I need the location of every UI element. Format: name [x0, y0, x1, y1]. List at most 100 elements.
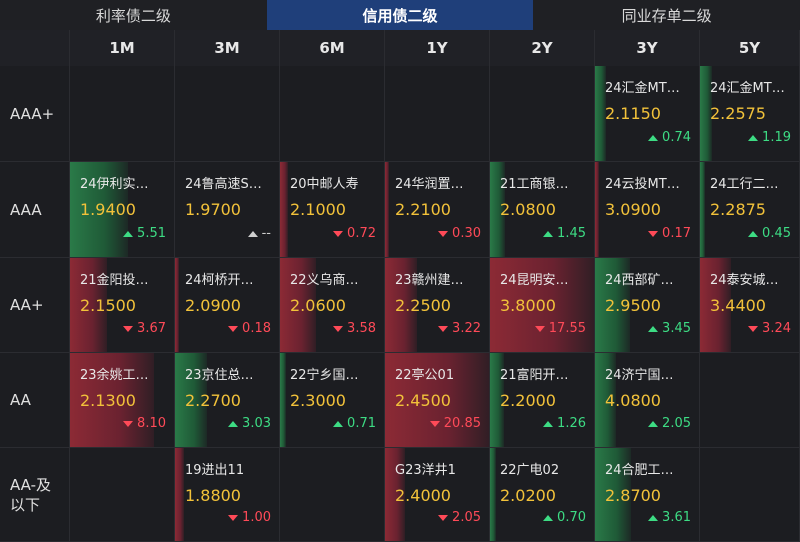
triangle-down-icon — [748, 325, 759, 332]
bond-yield: 3.8000 — [500, 296, 556, 315]
bond-yield: 2.9500 — [605, 296, 661, 315]
bond-cell[interactable]: 24汇金MT… 2.1150 0.74 — [595, 66, 700, 162]
empty-cell — [700, 353, 800, 448]
yield-change: 0.72 — [333, 226, 376, 241]
change-value: -- — [261, 226, 271, 241]
empty-cell — [175, 66, 280, 162]
bond-cell[interactable]: 24昆明安… 3.8000 17.55 — [490, 258, 595, 353]
column-header-3y: 3Y — [595, 30, 700, 66]
bond-name: 24合肥工… — [605, 463, 674, 478]
yield-change: 1.00 — [228, 510, 271, 525]
column-header-1m: 1M — [70, 30, 175, 66]
bond-yield: 2.4000 — [395, 486, 451, 505]
triangle-down-icon — [228, 514, 239, 521]
bond-cell[interactable]: 23赣州建… 2.2500 3.22 — [385, 258, 490, 353]
bond-cell[interactable]: 21工商银… 2.0800 1.45 — [490, 162, 595, 258]
empty-cell — [280, 66, 385, 162]
row-label: AA-及以下 — [0, 448, 70, 542]
change-value: 3.67 — [137, 321, 166, 336]
bond-cell[interactable]: 24济宁国… 4.0800 2.05 — [595, 353, 700, 448]
bond-yield: 2.4500 — [395, 391, 451, 410]
yield-change: 3.45 — [648, 321, 691, 336]
tab-rate-bond[interactable]: 利率债二级 — [95, 6, 171, 25]
bond-cell[interactable]: 21金阳投… 2.1500 3.67 — [70, 258, 175, 353]
bond-cell[interactable]: 23京住总… 2.2700 3.03 — [175, 353, 280, 448]
bond-name: 21富阳开… — [500, 368, 569, 383]
change-value: 0.72 — [347, 226, 376, 241]
change-value: 1.00 — [242, 510, 271, 525]
yield-change: 1.19 — [748, 130, 791, 145]
column-header-1y: 1Y — [385, 30, 490, 66]
bond-cell[interactable]: 19进出11 1.8800 1.00 — [175, 448, 280, 542]
change-heat-bar — [70, 353, 154, 447]
bond-cell[interactable]: 24合肥工… 2.8700 3.61 — [595, 448, 700, 542]
tab-credit-bond[interactable]: 信用债二级 — [266, 0, 534, 30]
bond-cell[interactable]: 24鲁高速S… 1.9700 -- — [175, 162, 280, 258]
change-heat-bar — [70, 162, 128, 257]
bond-yield: 1.8800 — [185, 486, 241, 505]
bond-yield: 2.8700 — [605, 486, 661, 505]
triangle-up-icon — [543, 514, 554, 521]
bond-yield: 2.2000 — [500, 391, 556, 410]
bond-name: 19进出11 — [185, 463, 245, 478]
change-heat-bar — [595, 66, 606, 161]
bond-name: 20中邮人寿 — [290, 177, 359, 192]
triangle-down-icon — [228, 325, 239, 332]
triangle-up-icon — [748, 134, 759, 141]
bond-cell[interactable]: 24工行二… 2.2875 0.45 — [700, 162, 800, 258]
bond-cell[interactable]: 23余姚工… 2.1300 8.10 — [70, 353, 175, 448]
bond-cell[interactable]: 22广电02 2.0200 0.70 — [490, 448, 595, 542]
change-heat-bar — [175, 448, 184, 541]
triangle-down-icon — [438, 514, 449, 521]
bond-name: 24汇金MT… — [710, 81, 785, 96]
triangle-down-icon — [438, 230, 449, 237]
bond-cell[interactable]: 24柯桥开… 2.0900 0.18 — [175, 258, 280, 353]
bond-cell[interactable]: 21富阳开… 2.2000 1.26 — [490, 353, 595, 448]
bond-yield: 2.1150 — [605, 104, 661, 123]
bond-name: 24昆明安… — [500, 273, 569, 288]
change-heat-bar — [385, 258, 417, 352]
column-header-3m: 3M — [175, 30, 280, 66]
change-value: 0.17 — [662, 226, 691, 241]
tab-bar: 利率债二级 信用债二级 同业存单二级 — [0, 0, 800, 30]
bond-cell[interactable]: 24华润置… 2.2100 0.30 — [385, 162, 490, 258]
bond-cell[interactable]: 22亭公01 2.4500 20.85 — [385, 353, 490, 448]
change-heat-bar — [280, 162, 288, 257]
bond-cell[interactable]: 24西部矿… 2.9500 3.45 — [595, 258, 700, 353]
yield-change: 2.05 — [438, 510, 481, 525]
bond-name: 23赣州建… — [395, 273, 464, 288]
bond-name: 24工行二… — [710, 177, 779, 192]
tab-ncd[interactable]: 同业存单二级 — [621, 6, 712, 25]
bond-yield: 2.0600 — [290, 296, 346, 315]
yield-change: 3.67 — [123, 321, 166, 336]
bond-cell[interactable]: 24泰安城… 3.4400 3.24 — [700, 258, 800, 353]
triangle-down-icon — [648, 230, 659, 237]
yield-change: 3.58 — [333, 321, 376, 336]
bond-name: 24济宁国… — [605, 368, 674, 383]
change-heat-bar — [700, 258, 731, 352]
triangle-up-icon — [123, 230, 134, 237]
bond-yield: 2.3000 — [290, 391, 346, 410]
change-value: 0.70 — [557, 510, 586, 525]
bond-cell[interactable]: 22义乌商… 2.0600 3.58 — [280, 258, 385, 353]
bond-name: 22义乌商… — [290, 273, 359, 288]
bond-cell[interactable]: 24伊利实… 1.9400 5.51 — [70, 162, 175, 258]
change-value: 5.51 — [137, 226, 166, 241]
bond-yield: 2.1500 — [80, 296, 136, 315]
bond-yield: 2.2575 — [710, 104, 766, 123]
change-value: 0.45 — [762, 226, 791, 241]
bond-cell[interactable]: 20中邮人寿 2.1000 0.72 — [280, 162, 385, 258]
triangle-down-icon — [123, 325, 134, 332]
change-value: 1.19 — [762, 130, 791, 145]
empty-cell — [385, 66, 490, 162]
bond-cell[interactable]: G23洋井1 2.4000 2.05 — [385, 448, 490, 542]
bond-cell[interactable]: 24云投MT… 3.0900 0.17 — [595, 162, 700, 258]
bond-cell[interactable]: 24汇金MT… 2.2575 1.19 — [700, 66, 800, 162]
triangle-up-icon — [333, 420, 344, 427]
triangle-down-icon — [429, 420, 440, 427]
change-heat-bar — [700, 162, 705, 257]
yield-change: 0.74 — [648, 130, 691, 145]
bond-cell[interactable]: 22宁乡国… 2.3000 0.71 — [280, 353, 385, 448]
empty-cell — [280, 448, 385, 542]
change-value: 20.85 — [443, 416, 481, 431]
